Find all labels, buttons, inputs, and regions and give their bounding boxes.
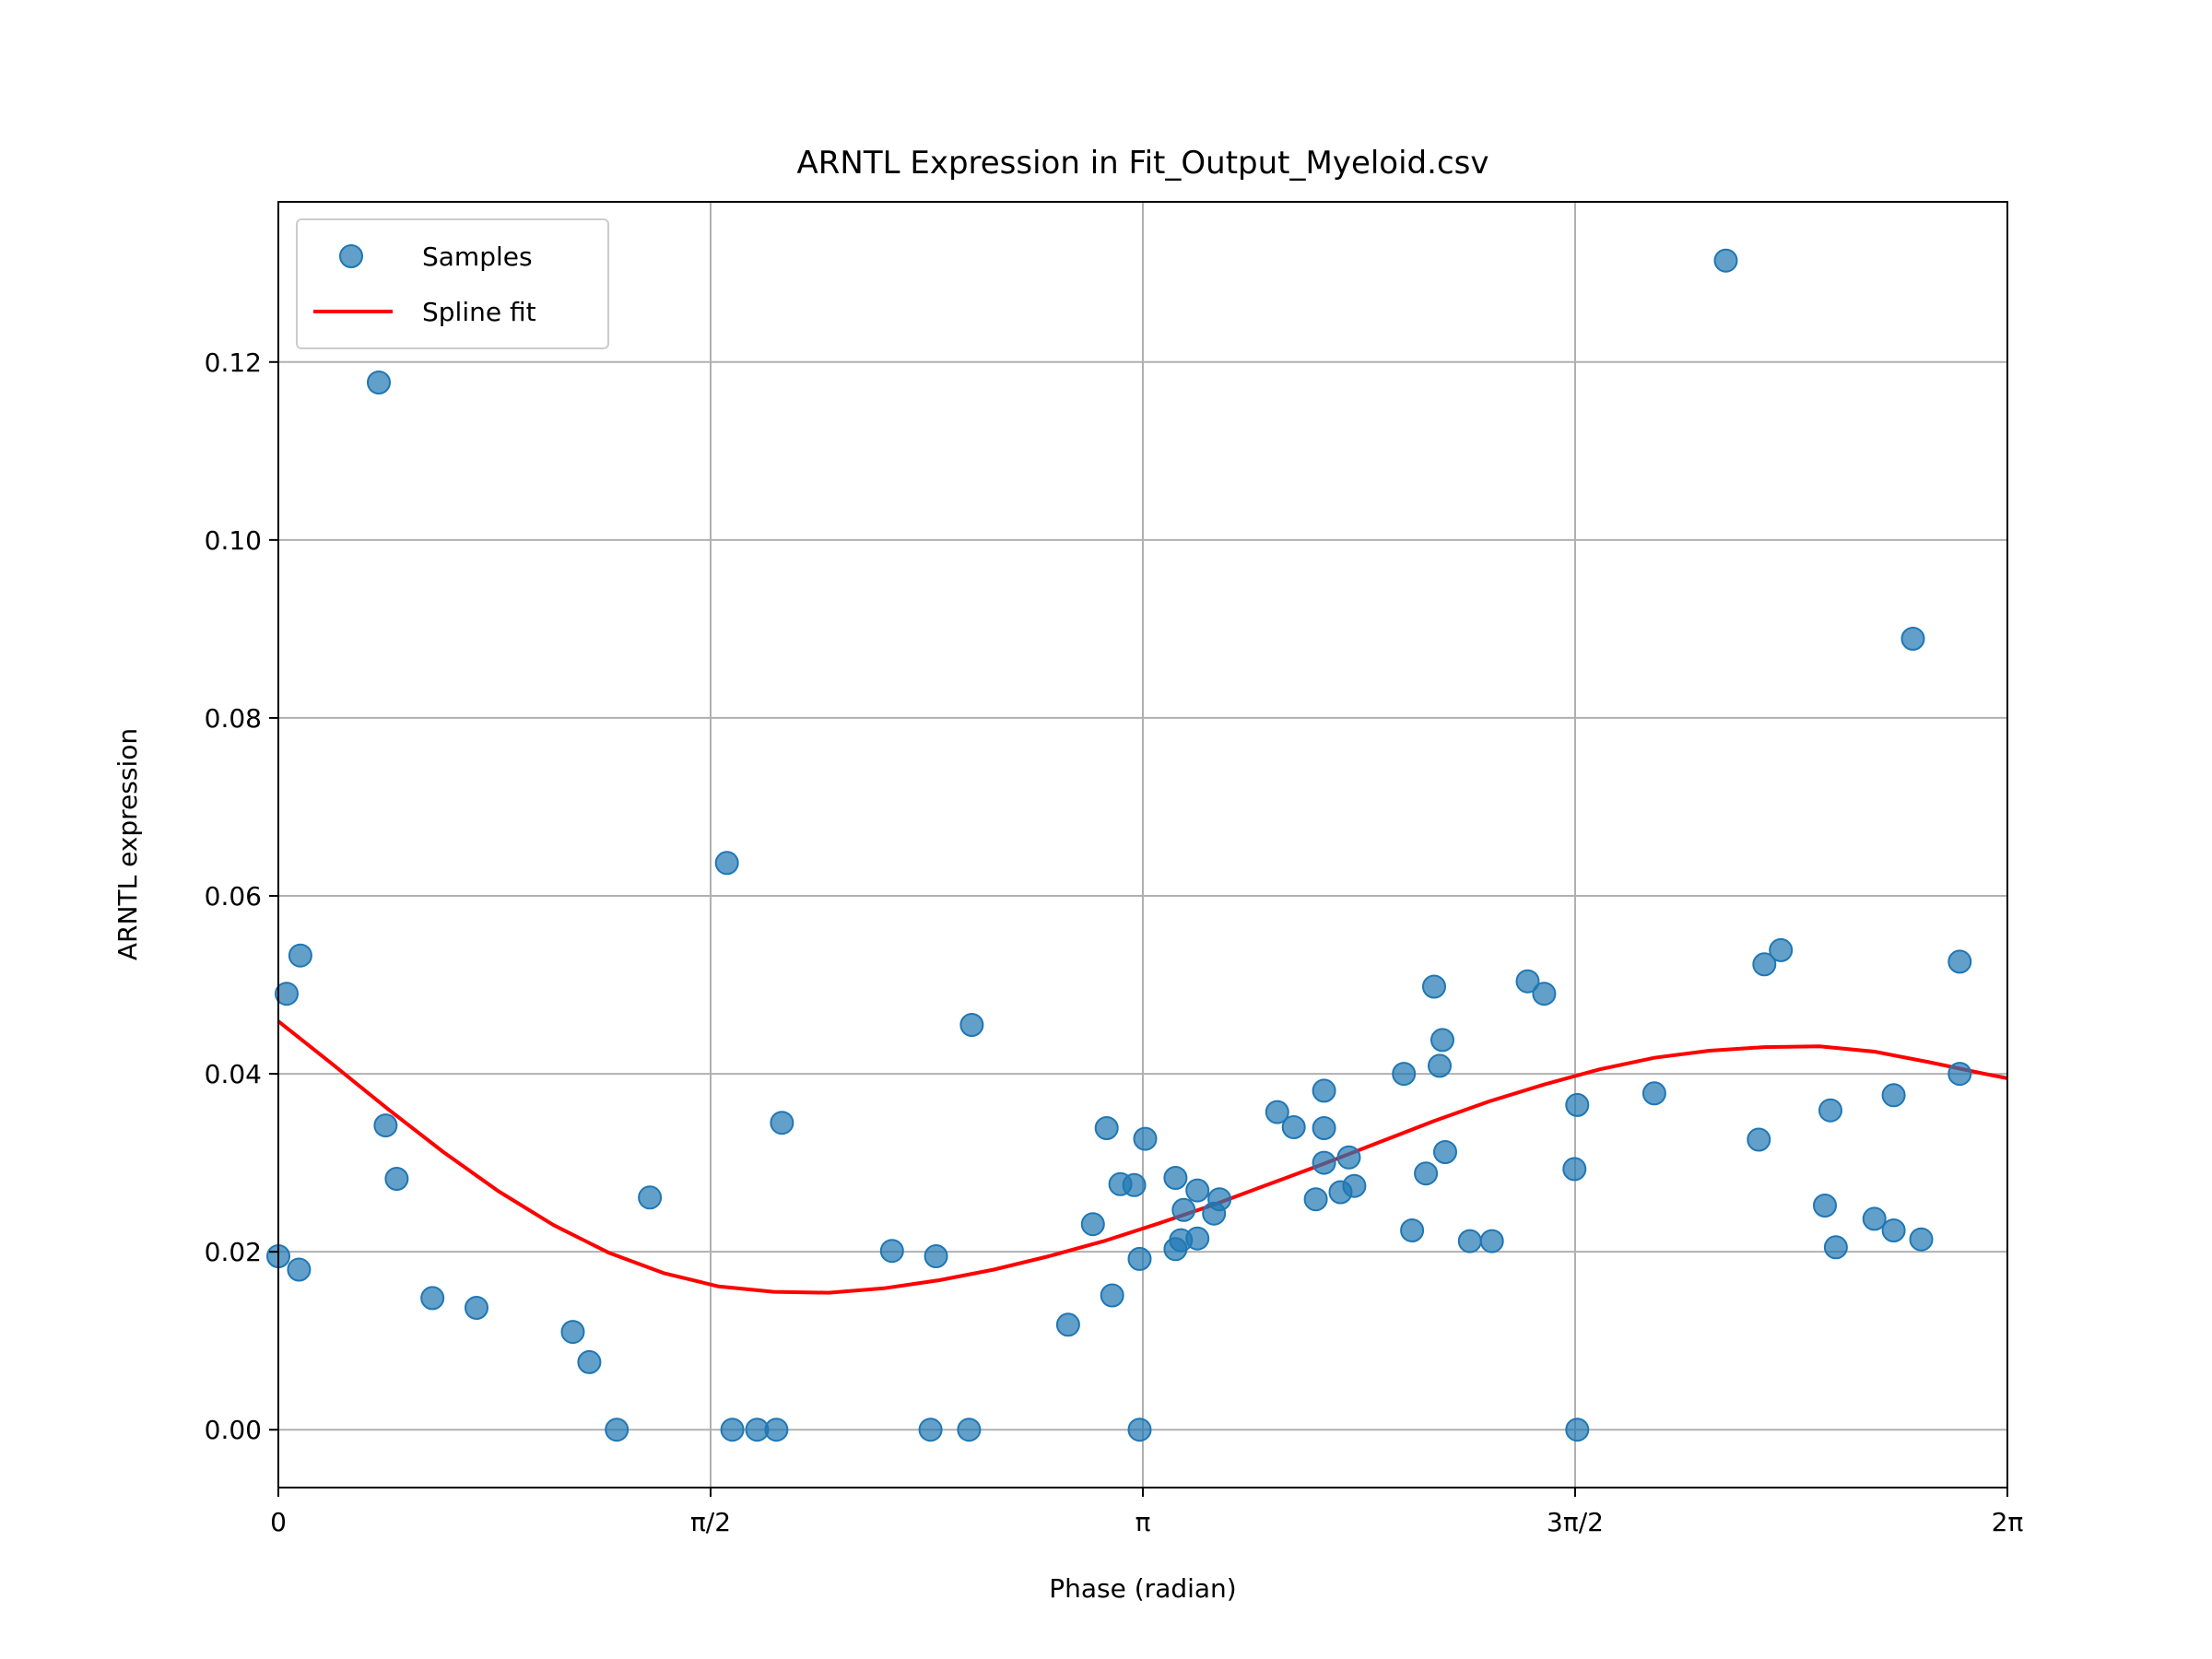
sample-point bbox=[1881, 1218, 1906, 1242]
y-axis-label: ARNTL expression bbox=[112, 728, 143, 960]
sample-point bbox=[1641, 1081, 1666, 1106]
sample-point bbox=[1422, 974, 1446, 999]
y-tick-label: 0.04 bbox=[205, 1059, 262, 1089]
sample-point bbox=[367, 371, 391, 394]
sample-point bbox=[1122, 1172, 1147, 1197]
sample-point bbox=[1823, 1235, 1848, 1260]
chart-title: ARNTL Expression in Fit_Output_Myeloid.c… bbox=[797, 145, 1489, 182]
x-tick-label: π bbox=[1135, 1507, 1151, 1537]
legend-label-samples: Samples bbox=[422, 241, 533, 272]
spline-fit-series bbox=[276, 1019, 2008, 1295]
sample-point bbox=[1127, 1246, 1152, 1271]
sample-point bbox=[1565, 1092, 1590, 1117]
sample-point bbox=[1080, 1212, 1105, 1237]
samples-series bbox=[266, 248, 1972, 1442]
sample-point bbox=[1171, 1197, 1196, 1222]
sample-point bbox=[959, 1013, 984, 1037]
sample-point bbox=[924, 1244, 948, 1268]
sample-point bbox=[1813, 1194, 1837, 1218]
y-tick-label: 0.12 bbox=[205, 347, 262, 378]
sample-point bbox=[764, 1418, 789, 1442]
sample-point bbox=[1909, 1227, 1934, 1252]
y-tick-label: 0.02 bbox=[205, 1237, 262, 1267]
sample-point bbox=[384, 1167, 409, 1191]
sample-point bbox=[1303, 1187, 1328, 1212]
y-tick-label: 0.06 bbox=[205, 881, 262, 912]
sample-point bbox=[1133, 1126, 1158, 1151]
y-tick-label: 0.00 bbox=[205, 1415, 262, 1445]
sample-point bbox=[1400, 1218, 1425, 1242]
sample-point bbox=[1752, 952, 1777, 977]
sample-point bbox=[1947, 949, 1972, 974]
x-tick-label: 0 bbox=[270, 1507, 287, 1537]
sample-point bbox=[1947, 1062, 1972, 1087]
x-tick-label: 2π bbox=[1992, 1507, 2024, 1537]
sample-point bbox=[288, 943, 312, 968]
y-tick-label: 0.08 bbox=[205, 703, 262, 734]
sample-point bbox=[1430, 1028, 1454, 1053]
sample-point bbox=[1433, 1140, 1457, 1164]
spline-fit-line bbox=[276, 1019, 2008, 1295]
legend: Samples Spline fit bbox=[296, 218, 609, 349]
sample-point bbox=[1900, 627, 1925, 651]
sample-point bbox=[1163, 1166, 1188, 1190]
sample-point bbox=[1818, 1098, 1842, 1123]
sample-point bbox=[1127, 1418, 1152, 1442]
sample-point bbox=[287, 1257, 312, 1282]
legend-box bbox=[296, 218, 609, 349]
sample-point bbox=[1713, 248, 1738, 273]
sample-point bbox=[1515, 969, 1540, 994]
sample-point bbox=[1185, 1226, 1210, 1251]
sample-point bbox=[560, 1320, 585, 1345]
sample-point bbox=[1281, 1115, 1306, 1139]
sample-point bbox=[770, 1111, 794, 1135]
x-axis-ticks: 0 π/2 π 3π/2 2π bbox=[270, 1488, 2023, 1537]
legend-marker-samples bbox=[339, 244, 363, 268]
sample-point bbox=[720, 1418, 745, 1442]
y-tick-label: 0.10 bbox=[205, 525, 262, 556]
sample-point bbox=[1392, 1062, 1417, 1087]
sample-point bbox=[605, 1418, 629, 1442]
sample-point bbox=[1428, 1053, 1452, 1078]
sample-point bbox=[1312, 1116, 1336, 1140]
sample-point bbox=[465, 1296, 488, 1320]
sample-point bbox=[1265, 1100, 1289, 1124]
sample-point bbox=[1312, 1078, 1336, 1103]
sample-point bbox=[373, 1113, 398, 1138]
x-axis-label: Phase (radian) bbox=[1049, 1573, 1236, 1604]
sample-point bbox=[420, 1286, 445, 1311]
sample-point bbox=[1414, 1161, 1439, 1186]
sample-point bbox=[1862, 1206, 1887, 1231]
sample-point bbox=[1881, 1083, 1906, 1108]
sample-point bbox=[1747, 1127, 1771, 1152]
sample-point bbox=[1457, 1229, 1482, 1253]
y-axis-ticks: 0.00 0.02 0.04 0.06 0.08 0.10 0.12 bbox=[205, 347, 278, 1445]
sample-point bbox=[1565, 1418, 1590, 1442]
sample-point bbox=[1562, 1157, 1587, 1182]
sample-point bbox=[918, 1418, 943, 1442]
sample-point bbox=[275, 982, 299, 1006]
x-tick-label: π/2 bbox=[690, 1507, 731, 1537]
sample-point bbox=[1100, 1283, 1124, 1308]
sample-point bbox=[879, 1239, 904, 1264]
sample-point bbox=[1479, 1229, 1504, 1253]
sample-point bbox=[638, 1185, 663, 1210]
legend-label-spline: Spline fit bbox=[422, 297, 536, 327]
sample-point bbox=[1769, 937, 1794, 962]
x-tick-label: 3π/2 bbox=[1547, 1507, 1604, 1537]
sample-point bbox=[1055, 1312, 1080, 1337]
sample-point bbox=[577, 1349, 602, 1374]
sample-point bbox=[714, 851, 739, 876]
sample-point bbox=[1342, 1173, 1367, 1198]
sample-point bbox=[1094, 1116, 1119, 1140]
sample-point bbox=[1312, 1150, 1336, 1175]
gridlines bbox=[277, 202, 2008, 1488]
sample-point bbox=[1336, 1145, 1361, 1170]
sample-point bbox=[1207, 1187, 1232, 1212]
sample-point bbox=[1532, 982, 1557, 1006]
sample-point bbox=[1185, 1178, 1210, 1203]
sample-point bbox=[957, 1418, 982, 1442]
